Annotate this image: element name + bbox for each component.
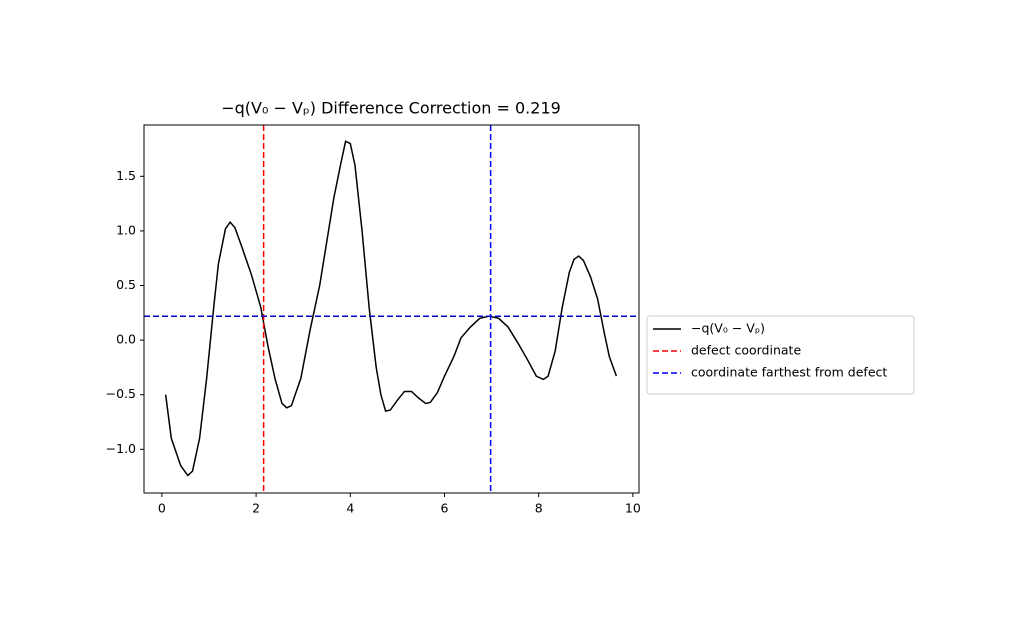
- y-tick-label: 0.5: [116, 277, 136, 292]
- y-tick-label: −1.0: [106, 441, 136, 456]
- legend-label: defect coordinate: [691, 343, 801, 358]
- x-tick-label: 8: [535, 501, 543, 516]
- chart-title: −q(V₀ − Vₚ) Difference Correction = 0.21…: [221, 99, 561, 118]
- legend-frame: [646, 315, 915, 395]
- series-line: [164, 140, 618, 477]
- plot-frame: [143, 124, 640, 494]
- x-tick-label: 4: [346, 501, 354, 516]
- legend-label: −q(V₀ − Vₚ): [691, 321, 765, 336]
- x-tick-label: 0: [158, 501, 166, 516]
- y-tick-label: 1.5: [116, 168, 136, 183]
- y-tick-label: 0.0: [116, 332, 136, 347]
- legend: −q(V₀ − Vₚ) defect coordinate coordinate f…: [646, 315, 915, 395]
- x-tick-label: 6: [441, 501, 449, 516]
- legend-label: coordinate farthest from defect: [691, 365, 887, 380]
- y-tick-label: 1.0: [116, 222, 136, 237]
- x-tick-label: 10: [625, 501, 641, 516]
- y-tick-label: −0.5: [106, 386, 136, 401]
- x-tick-label: 2: [252, 501, 260, 516]
